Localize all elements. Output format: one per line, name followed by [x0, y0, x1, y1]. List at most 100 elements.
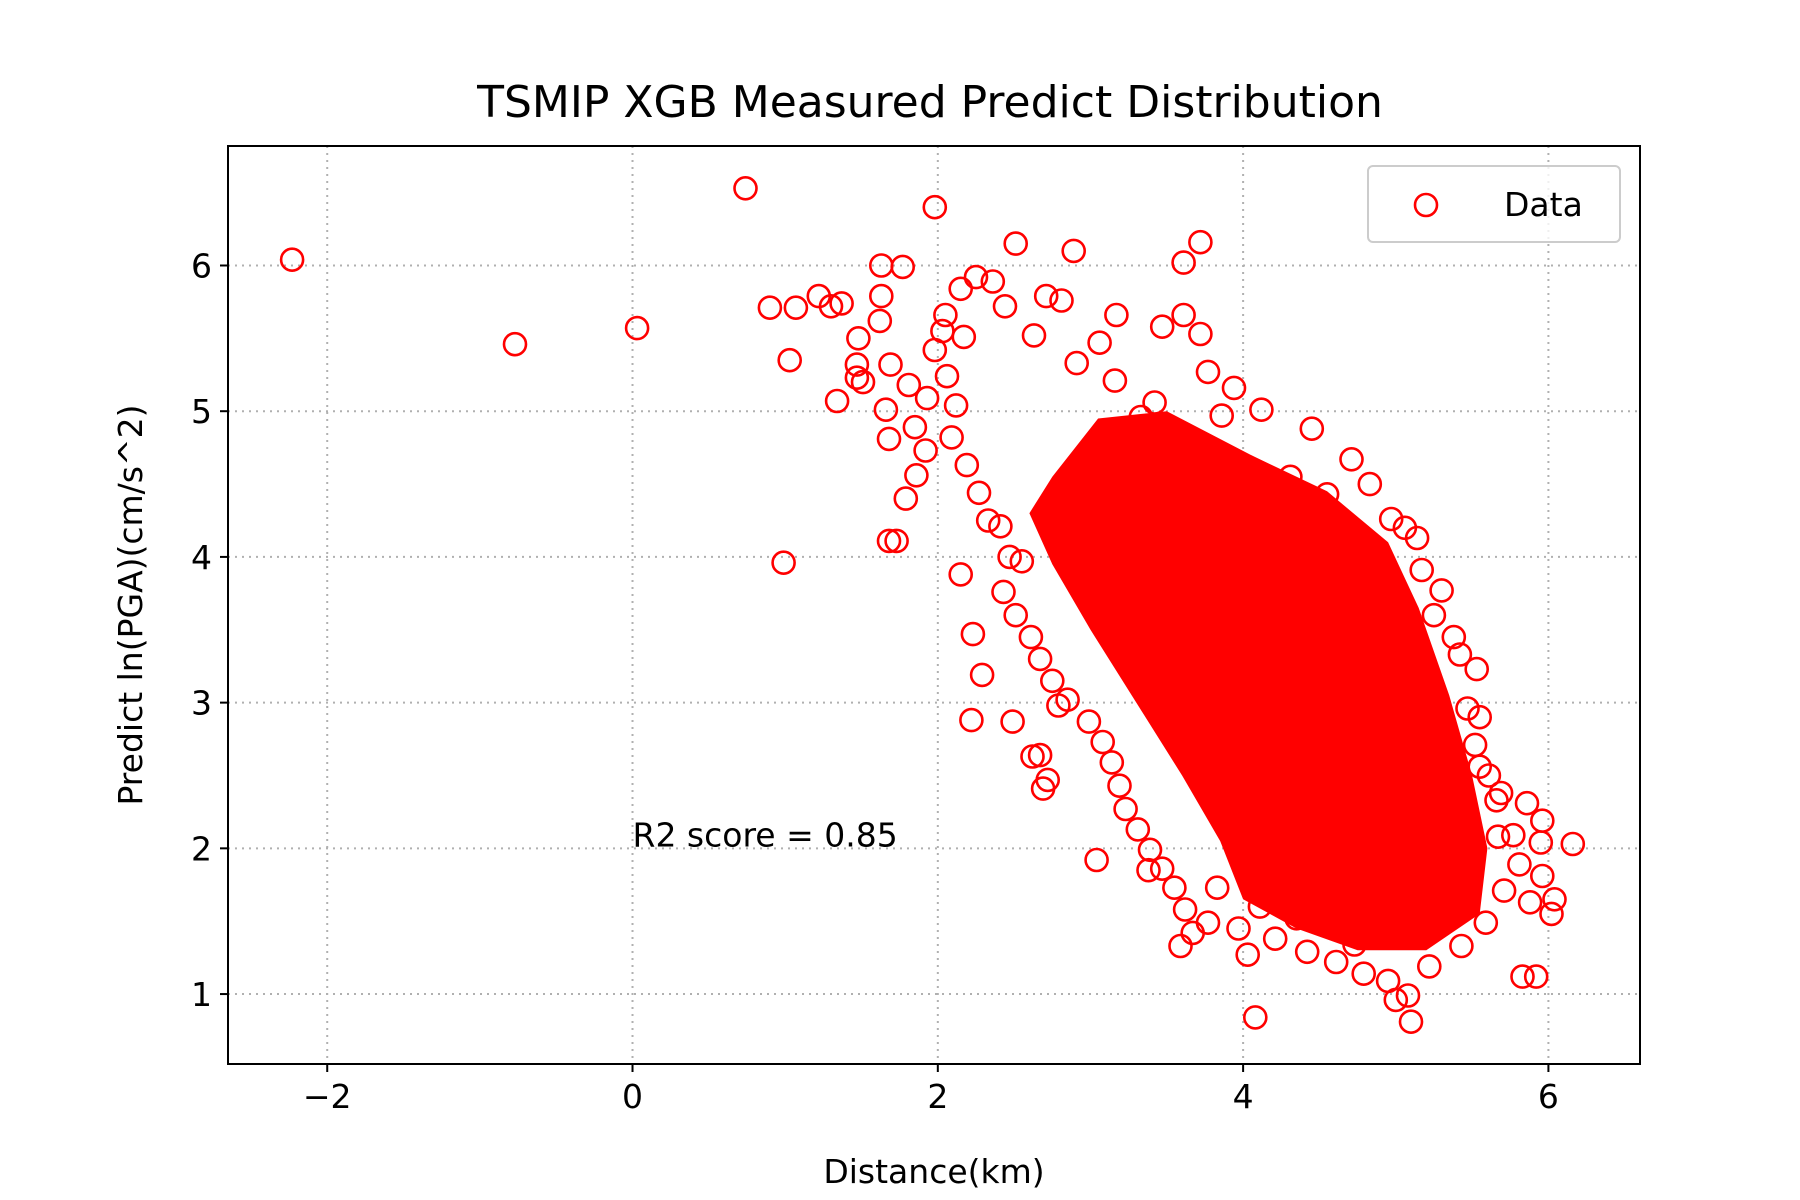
- data-point: [1409, 557, 1434, 583]
- data-point: [890, 254, 916, 280]
- data-point: [502, 331, 528, 357]
- x-axis-label: Distance(km): [823, 1152, 1044, 1191]
- data-point: [1076, 709, 1102, 734]
- data-point: [824, 388, 850, 414]
- data-point: [933, 302, 958, 328]
- data-point: [1249, 397, 1274, 423]
- data-point: [1514, 790, 1540, 816]
- data-point: [1510, 964, 1535, 989]
- data-point: [846, 325, 871, 351]
- data-point: [1467, 704, 1492, 730]
- y-tick-label: 6: [191, 246, 212, 285]
- data-point: [1040, 668, 1065, 694]
- data-point: [1195, 359, 1221, 385]
- data-point: [1149, 856, 1175, 882]
- data-point: [1172, 897, 1198, 922]
- data-point: [1294, 939, 1320, 965]
- data-point: [1542, 886, 1567, 912]
- data-point: [1507, 852, 1532, 877]
- plot-frame: [227, 145, 1641, 1065]
- data-point: [867, 308, 893, 334]
- data-point: [1128, 404, 1154, 430]
- x-tick-label: 2: [927, 1077, 948, 1116]
- data-point: [1027, 646, 1053, 672]
- y-tick-label: 3: [191, 684, 212, 723]
- data-point: [1087, 330, 1112, 356]
- data-point: [1378, 506, 1404, 532]
- data-point: [829, 291, 854, 316]
- data-point: [992, 293, 1018, 319]
- data-point: [777, 347, 803, 373]
- data-point: [943, 393, 969, 418]
- data-point: [1467, 754, 1492, 780]
- data-point: [1299, 416, 1325, 442]
- data-point: [934, 363, 960, 389]
- data-point: [1226, 916, 1251, 941]
- data-point: [876, 426, 902, 452]
- data-point: [913, 438, 938, 463]
- data-point: [1339, 446, 1364, 472]
- data-point: [914, 385, 940, 411]
- data-point: [1061, 238, 1086, 264]
- data-point: [1188, 321, 1213, 347]
- data-point: [868, 283, 894, 309]
- y-axis-label: Predict ln(PGA)(cm/s^2): [111, 404, 150, 805]
- data-point: [1351, 961, 1376, 987]
- data-point: [1009, 548, 1035, 574]
- x-tick-label: −2: [303, 1077, 352, 1116]
- data-point: [1528, 830, 1554, 855]
- data-point: [1247, 894, 1273, 919]
- data-point: [1243, 1005, 1268, 1030]
- data-point: [1030, 776, 1056, 801]
- data-point: [1342, 932, 1367, 957]
- data-point: [1003, 231, 1029, 256]
- data-point: [966, 480, 992, 506]
- data-point: [1027, 742, 1053, 768]
- data-point: [1314, 481, 1340, 507]
- data-point: [771, 550, 796, 576]
- legend-label-data: Data: [1504, 185, 1583, 224]
- data-point: [1357, 471, 1383, 497]
- data-point: [1137, 837, 1163, 863]
- data-point: [1429, 895, 1454, 921]
- data-point: [1209, 403, 1234, 428]
- data-point: [948, 276, 974, 302]
- data-point: [1084, 847, 1109, 873]
- data-point: [959, 707, 984, 733]
- data-point: [1501, 822, 1526, 848]
- data-point: [1530, 863, 1555, 889]
- y-tick-label: 4: [191, 538, 212, 577]
- data-point: [1125, 817, 1151, 842]
- data-point: [1142, 390, 1167, 415]
- data-point: [922, 194, 948, 220]
- data-point: [893, 486, 919, 511]
- data-point: [1323, 949, 1349, 975]
- dense-point-cloud: [1029, 411, 1488, 951]
- x-tick-label: 4: [1233, 1077, 1254, 1116]
- data-point: [1484, 787, 1509, 813]
- data-point: [991, 579, 1016, 605]
- data-point: [1421, 602, 1447, 628]
- legend-marker: [1413, 192, 1439, 218]
- data-point: [1235, 942, 1260, 968]
- legend-box: [1367, 165, 1621, 243]
- data-point: [1171, 250, 1196, 275]
- data-point: [1560, 831, 1586, 857]
- data-point: [1204, 875, 1230, 901]
- data-point: [1539, 901, 1564, 927]
- y-tick-label: 5: [191, 392, 212, 431]
- data-point: [988, 513, 1013, 539]
- data-point: [1046, 693, 1071, 718]
- data-point: [818, 293, 844, 319]
- data-point: [902, 414, 928, 440]
- legend: Data: [1367, 165, 1621, 243]
- data-point: [1003, 602, 1029, 628]
- data-point: [1485, 824, 1511, 850]
- data-point: [1221, 375, 1247, 401]
- data-point: [1171, 302, 1196, 328]
- data-point: [1090, 729, 1115, 755]
- data-point: [954, 452, 980, 478]
- data-point: [975, 508, 1001, 533]
- data-point: [844, 365, 870, 391]
